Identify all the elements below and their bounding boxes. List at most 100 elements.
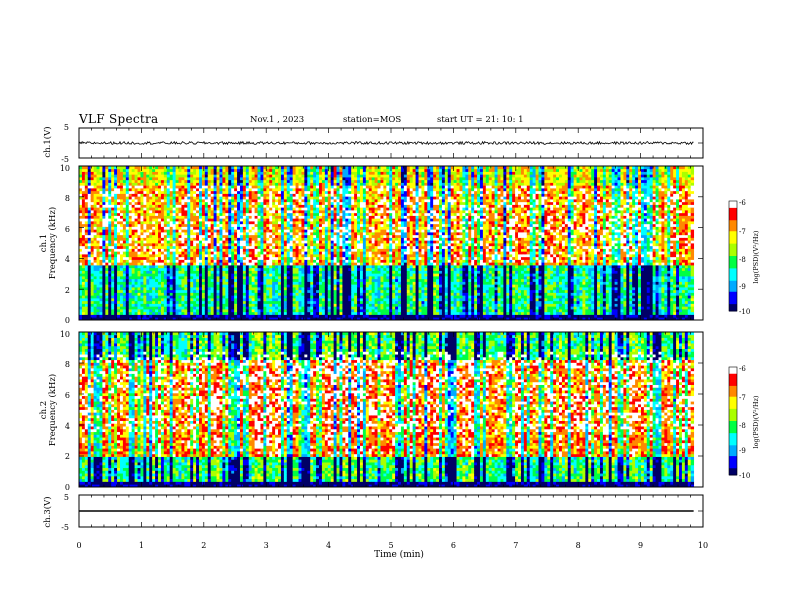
ch1-spec-cell (181, 270, 185, 274)
ch1-spec-cell (125, 295, 130, 299)
ch1-spec-cell (324, 254, 329, 258)
ch1-spec-cell (119, 289, 124, 293)
ch1-spec-cell (216, 256, 220, 260)
ch1-spec-cell (172, 248, 176, 252)
ch1-spec-cell (105, 265, 109, 269)
ch1-spec-cell (216, 303, 220, 307)
ch1-spec-cell (158, 232, 162, 236)
ch1-spec-cell (122, 171, 127, 175)
ch1-spec-cell (248, 309, 253, 313)
ch1-spec-cell (149, 251, 153, 255)
ch1-spec-cell (117, 223, 121, 227)
ch1-spec-cell (327, 309, 332, 313)
ch1-spec-cell (119, 232, 124, 236)
ch1-spec-cell (251, 289, 256, 293)
ch1-spec-cell (137, 232, 141, 236)
ch1-spec-cell (275, 295, 279, 299)
ch1-spec-cell (225, 193, 229, 197)
ch1-spec-cell (213, 201, 217, 205)
ch1-spec-cell (87, 306, 92, 310)
ch1-spec-cell (254, 276, 258, 280)
ch1-spec-cell (119, 278, 124, 282)
ch1-spec-cell (280, 306, 285, 310)
ch1-spec-cell (79, 168, 83, 172)
ch1-spec-cell (137, 196, 141, 200)
ch1-spec-cell (158, 210, 162, 214)
ch1-spec-cell (333, 171, 337, 175)
ch1-spec-cell (160, 215, 165, 219)
ch1-spec-cell (149, 240, 153, 244)
ch1-spec-cell (213, 284, 217, 288)
ch1-spec-cell (178, 229, 182, 233)
ch1-spec-cell (237, 303, 241, 307)
ch1-spec-cell (149, 245, 153, 249)
ch1-spec-cell (199, 226, 203, 230)
ch1-spec-cell (283, 245, 288, 249)
ch1-spec-cell (307, 262, 311, 266)
ch1-spec-cell (213, 270, 217, 274)
ch1-spec-cell (114, 254, 118, 258)
ch1-spec-cell (280, 243, 285, 247)
ch1-spec-cell (181, 295, 185, 299)
ch1-spec-cell (228, 166, 232, 170)
ch1-spec-cell (321, 256, 326, 260)
ch1-spec-cell (160, 300, 165, 304)
ch1-spec-cell (128, 259, 133, 263)
ch1-spec-cell (222, 168, 226, 172)
ch1-spec-cell (117, 243, 121, 247)
ch1-spec-cell (313, 314, 317, 318)
ch1-spec-cell (169, 284, 174, 288)
ch1-spec-cell (196, 168, 200, 172)
ch1-spec-cell (204, 287, 209, 291)
ch1-spec-cell (254, 229, 258, 233)
ch1-spec-cell (178, 254, 182, 258)
ch1-spec-cell (201, 311, 206, 315)
ch1-spec-cell (166, 306, 171, 310)
ch1-spec-cell (102, 229, 106, 233)
ch1-spec-cell (280, 284, 285, 288)
ch1-spec-cell (272, 188, 276, 192)
ch1-spec-cell (278, 182, 282, 186)
ch1-spec-cell (105, 298, 109, 302)
ch1-spec-cell (257, 309, 261, 313)
ch1-spec-cell (216, 168, 220, 172)
ch1-spec-cell (190, 300, 194, 304)
ch1-spec-cell (178, 243, 182, 247)
ch1-spec-cell (321, 295, 326, 299)
ch1-spec-cell (275, 306, 279, 310)
ch1-spec-cell (275, 243, 279, 247)
ch1-spec-cell (225, 314, 229, 318)
ch1-spec-cell (175, 311, 179, 315)
ch1-spec-cell (275, 182, 279, 186)
ch1-spec-cell (283, 174, 288, 178)
ch1-spec-cell (99, 177, 103, 181)
ch1-spec-cell (193, 201, 197, 205)
ch1-spec-cell (122, 229, 127, 233)
ch1-spec-cell (178, 218, 182, 222)
ch1-spec-cell (102, 314, 106, 318)
ch1-spec-cell (251, 218, 256, 222)
ch1-spec-cell (266, 309, 270, 313)
ch1-spec-cell (248, 204, 253, 208)
ch1-spec-cell (292, 254, 296, 258)
ch1-spec-cell (280, 270, 285, 274)
ch1-spec-cell (108, 254, 112, 258)
ch1-spec-cell (128, 177, 133, 181)
ch1-spec-cell (105, 229, 109, 233)
ch1-spec-cell (181, 218, 185, 222)
ch1-spec-cell (146, 298, 150, 302)
ch1-spec-cell (90, 289, 95, 293)
ch1-spec-cell (137, 317, 141, 321)
ch1-spec-cell (310, 171, 314, 175)
ch1-spec-cell (172, 298, 176, 302)
ch1-spec-cell (114, 314, 118, 318)
ch1-spec-cell (111, 193, 115, 197)
ch1-spec-cell (81, 276, 86, 280)
ch1-spec-cell (152, 240, 156, 244)
ch1-spec-cell (190, 303, 194, 307)
ch1-spec-cell (146, 171, 150, 175)
ch1-spec-cell (172, 259, 176, 263)
ch1-spec-cell (225, 278, 229, 282)
ch1-spec-cell (222, 262, 226, 266)
ch1-spec-cell (257, 174, 261, 178)
